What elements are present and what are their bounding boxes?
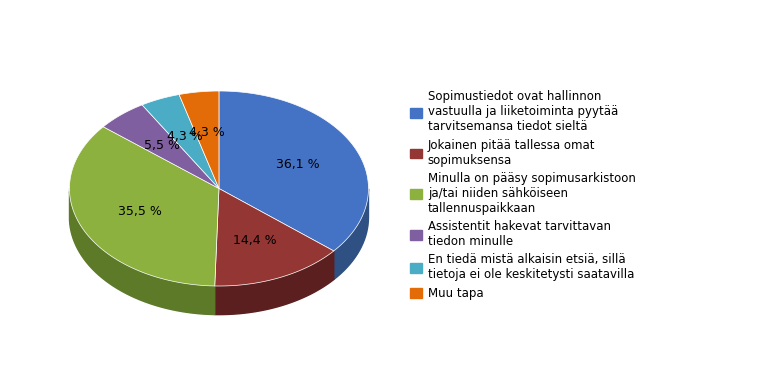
Polygon shape xyxy=(219,91,368,251)
Polygon shape xyxy=(215,251,334,315)
Polygon shape xyxy=(70,127,219,286)
Polygon shape xyxy=(70,188,368,315)
Text: 4,3 %: 4,3 % xyxy=(167,130,203,143)
Polygon shape xyxy=(70,191,215,315)
Text: 4,3 %: 4,3 % xyxy=(189,126,225,139)
Polygon shape xyxy=(142,94,219,188)
Polygon shape xyxy=(103,105,219,188)
Polygon shape xyxy=(179,91,219,188)
Polygon shape xyxy=(334,189,368,280)
Polygon shape xyxy=(215,188,334,286)
Text: 14,4 %: 14,4 % xyxy=(233,234,276,246)
Legend: Sopimustiedot ovat hallinnon
vastuulla ja liiketoiminta pyytää
tarvitsemansa tie: Sopimustiedot ovat hallinnon vastuulla j… xyxy=(411,90,636,300)
Text: 5,5 %: 5,5 % xyxy=(145,139,181,152)
Text: 35,5 %: 35,5 % xyxy=(118,206,162,218)
Text: 36,1 %: 36,1 % xyxy=(276,158,319,171)
